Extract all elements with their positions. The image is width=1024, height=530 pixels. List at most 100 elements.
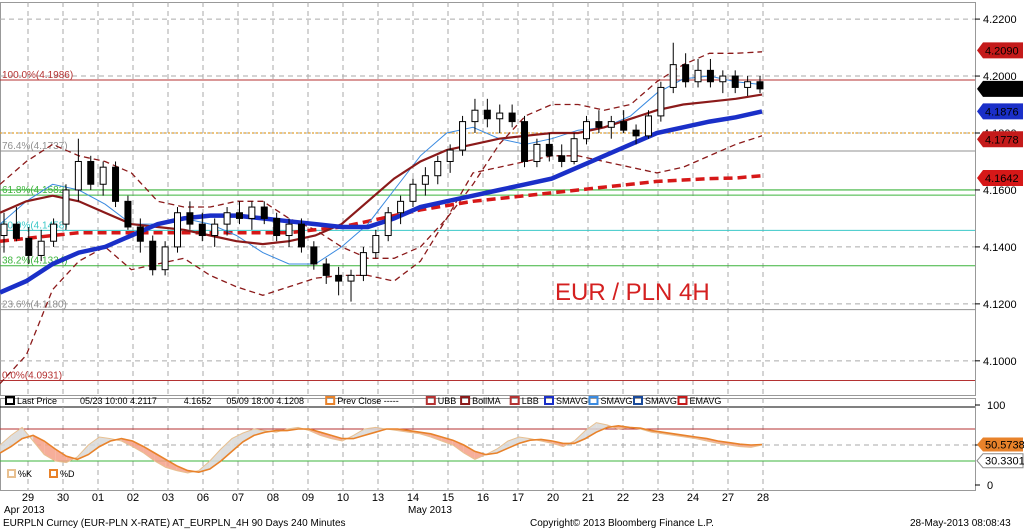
price-tag: 4.2090 (977, 42, 1023, 59)
candle (632, 124, 640, 145)
candle-body (99, 166, 107, 185)
candle (607, 115, 615, 139)
legend-swatch (509, 396, 520, 405)
candle (25, 226, 33, 264)
candle-body (744, 81, 752, 88)
osc-fill (11, 427, 23, 447)
time-tick-label: 30 (57, 492, 69, 504)
candle-body (62, 189, 70, 225)
time-tick-label: 16 (477, 492, 489, 504)
candle-body (409, 183, 417, 202)
osc-legend-item: %K (7, 469, 32, 479)
osc-legend-item: %D (49, 469, 75, 479)
candle (50, 218, 58, 247)
legend-label: SMAVG (556, 396, 588, 406)
osc-tag: 50.5738 (977, 437, 1024, 452)
price-tag-box (977, 42, 1023, 59)
osc-fill (88, 437, 100, 455)
legend-item: UBB (425, 396, 456, 406)
candle-body (558, 155, 566, 162)
candle (706, 58, 714, 88)
osc-tick-label: 0 (987, 480, 993, 492)
time-tick-label: 14 (407, 492, 419, 504)
candle-body (235, 212, 243, 219)
candle (260, 201, 268, 225)
candle-body (37, 240, 45, 256)
price-tick-label: 4.1200 (983, 299, 1017, 311)
period-label: May 2013 (408, 505, 452, 516)
candle (421, 167, 429, 196)
candle (297, 218, 305, 253)
candle-body (372, 235, 380, 254)
footer-left: EURPLN Curncy (EUR-PLN X-RATE) AT_EURPLN… (3, 518, 346, 529)
candle (558, 144, 566, 168)
price-tick-label: 4.2200 (983, 14, 1017, 26)
legend-swatch (5, 396, 15, 405)
candle-body (136, 226, 144, 242)
candlesticks (0, 42, 764, 302)
osc-fill (364, 427, 376, 436)
legend-swatch (588, 396, 599, 405)
time-tick-label: 13 (372, 492, 384, 504)
osc-tag: 30.3301 (976, 453, 1024, 469)
candle-body (657, 86, 665, 117)
candle (149, 235, 157, 276)
time-tick-label: 07 (232, 492, 244, 504)
fib-label: 50.0%(4.1458) (2, 220, 68, 231)
candle (459, 115, 467, 156)
fib-levels: 100.0%(4.1986) 76.4%(4.1737) 61.8%(4.1582)… (0, 70, 975, 381)
candle-body (223, 212, 231, 225)
lower-band (0, 135, 763, 385)
candle-body (706, 69, 714, 83)
candle-body (12, 223, 20, 239)
candle (87, 155, 95, 190)
fib-label: 100.0%(4.1986) (2, 70, 73, 81)
fib-label: 38.2%(4.1334) (2, 256, 68, 267)
price-tick-label: 4.1400 (983, 242, 1017, 254)
price-tag: 4.1778 (977, 131, 1023, 148)
candle (347, 269, 355, 302)
time-tick-label: 29 (22, 492, 34, 504)
time-tick-label: 20 (547, 492, 559, 504)
legend-label: 05/23 10:00 4.2117 (80, 396, 157, 406)
candle-body (545, 143, 553, 157)
osc-fill (0, 435, 12, 453)
candle-body (322, 263, 330, 276)
time-tick-label: 23 (652, 492, 664, 504)
legend-label: SMAVG (601, 396, 633, 406)
osc-fill (353, 429, 365, 439)
candle-body (285, 223, 293, 237)
legend-item: LBB (509, 396, 539, 406)
osc-fill (441, 437, 453, 445)
price-tag-label: 4.1955 (985, 84, 1019, 96)
footer-center: Copyright© 2013 Bloomberg Finance L.P. (530, 518, 714, 529)
legend-swatch (677, 396, 688, 405)
price-tag-box (977, 80, 1023, 97)
candle-body (471, 109, 479, 123)
candle (322, 258, 330, 284)
ema-line (0, 173, 763, 243)
candle (397, 195, 405, 225)
candle-body (570, 138, 578, 162)
candle (74, 138, 82, 202)
candle (483, 98, 491, 128)
candle (496, 104, 504, 133)
candle (12, 207, 20, 242)
candle (471, 98, 479, 133)
candle-body (521, 121, 529, 162)
bollinger-bands (0, 51, 763, 385)
candle-body (335, 274, 343, 282)
legend-item: 4.1652 (184, 396, 212, 406)
time-tick-label: 28 (757, 492, 769, 504)
candle-body (682, 64, 690, 83)
candle-body (607, 121, 615, 128)
price-tag-label: 4.2090 (985, 45, 1019, 57)
osc-tag-box (976, 453, 1024, 469)
osc-legend-swatch (7, 469, 16, 478)
time-tick-label: 02 (127, 492, 139, 504)
time-tick-label: 09 (302, 492, 314, 504)
osc-fill (596, 422, 608, 433)
osc-fill (585, 422, 597, 439)
candle-body (0, 223, 8, 237)
